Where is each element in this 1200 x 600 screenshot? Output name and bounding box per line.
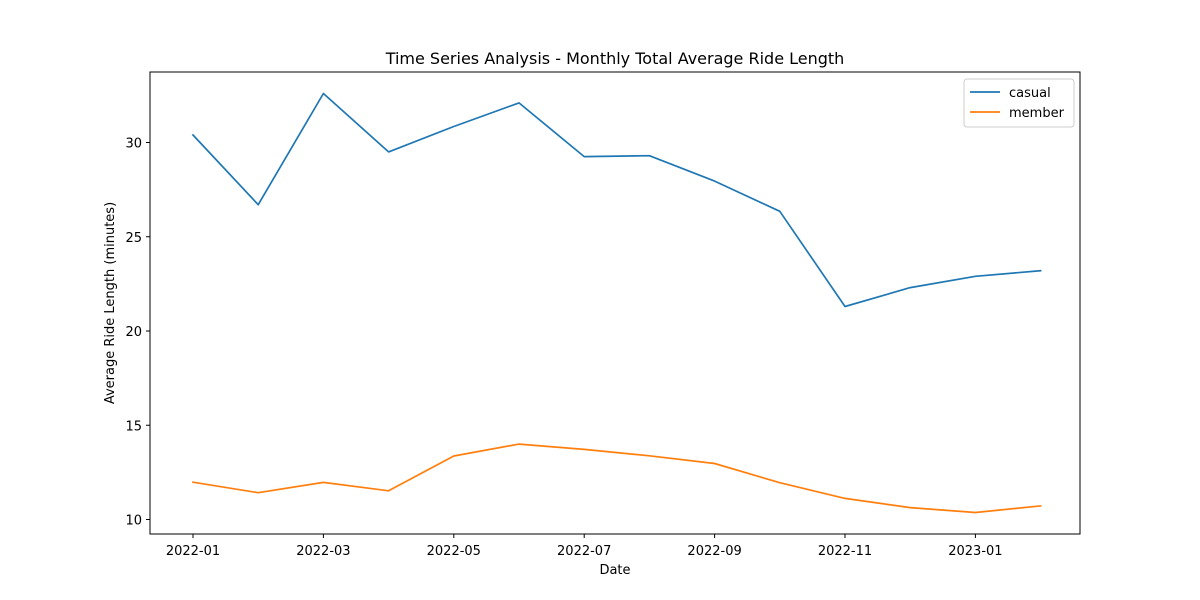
x-tick-label: 2022-09 [687,544,741,559]
y-tick-label: 30 [125,137,142,152]
x-tick-label: 2022-11 [818,544,872,559]
chart-title: Time Series Analysis - Monthly Total Ave… [385,49,845,68]
x-tick-label: 2023-01 [948,544,1002,559]
legend-label-casual: casual [1009,86,1051,101]
plot-area: 2022-01 2022-03 2022-05 2022-07 2022-09 2022-… [125,71,1081,559]
plot-frame [149,71,1081,535]
series-line-casual [191,92,1042,308]
y-tick-label: 20 [125,325,142,340]
series-line-member [192,443,1042,514]
legend: casual member [963,78,1075,128]
x-tick-label: 2022-01 [166,544,220,559]
y-axis-label: Average Ride Length (minutes) [103,202,118,404]
x-tick-label: 2022-07 [557,544,611,559]
x-tick-label: 2022-05 [427,544,481,559]
x-tick-label: 2022-03 [296,544,350,559]
legend-box [963,78,1075,128]
legend-label-member: member [1009,106,1065,121]
y-tick-label: 15 [125,419,142,434]
y-tick-label: 10 [125,514,142,529]
y-tick-label: 25 [125,231,142,246]
x-axis-label: Date [599,563,630,578]
